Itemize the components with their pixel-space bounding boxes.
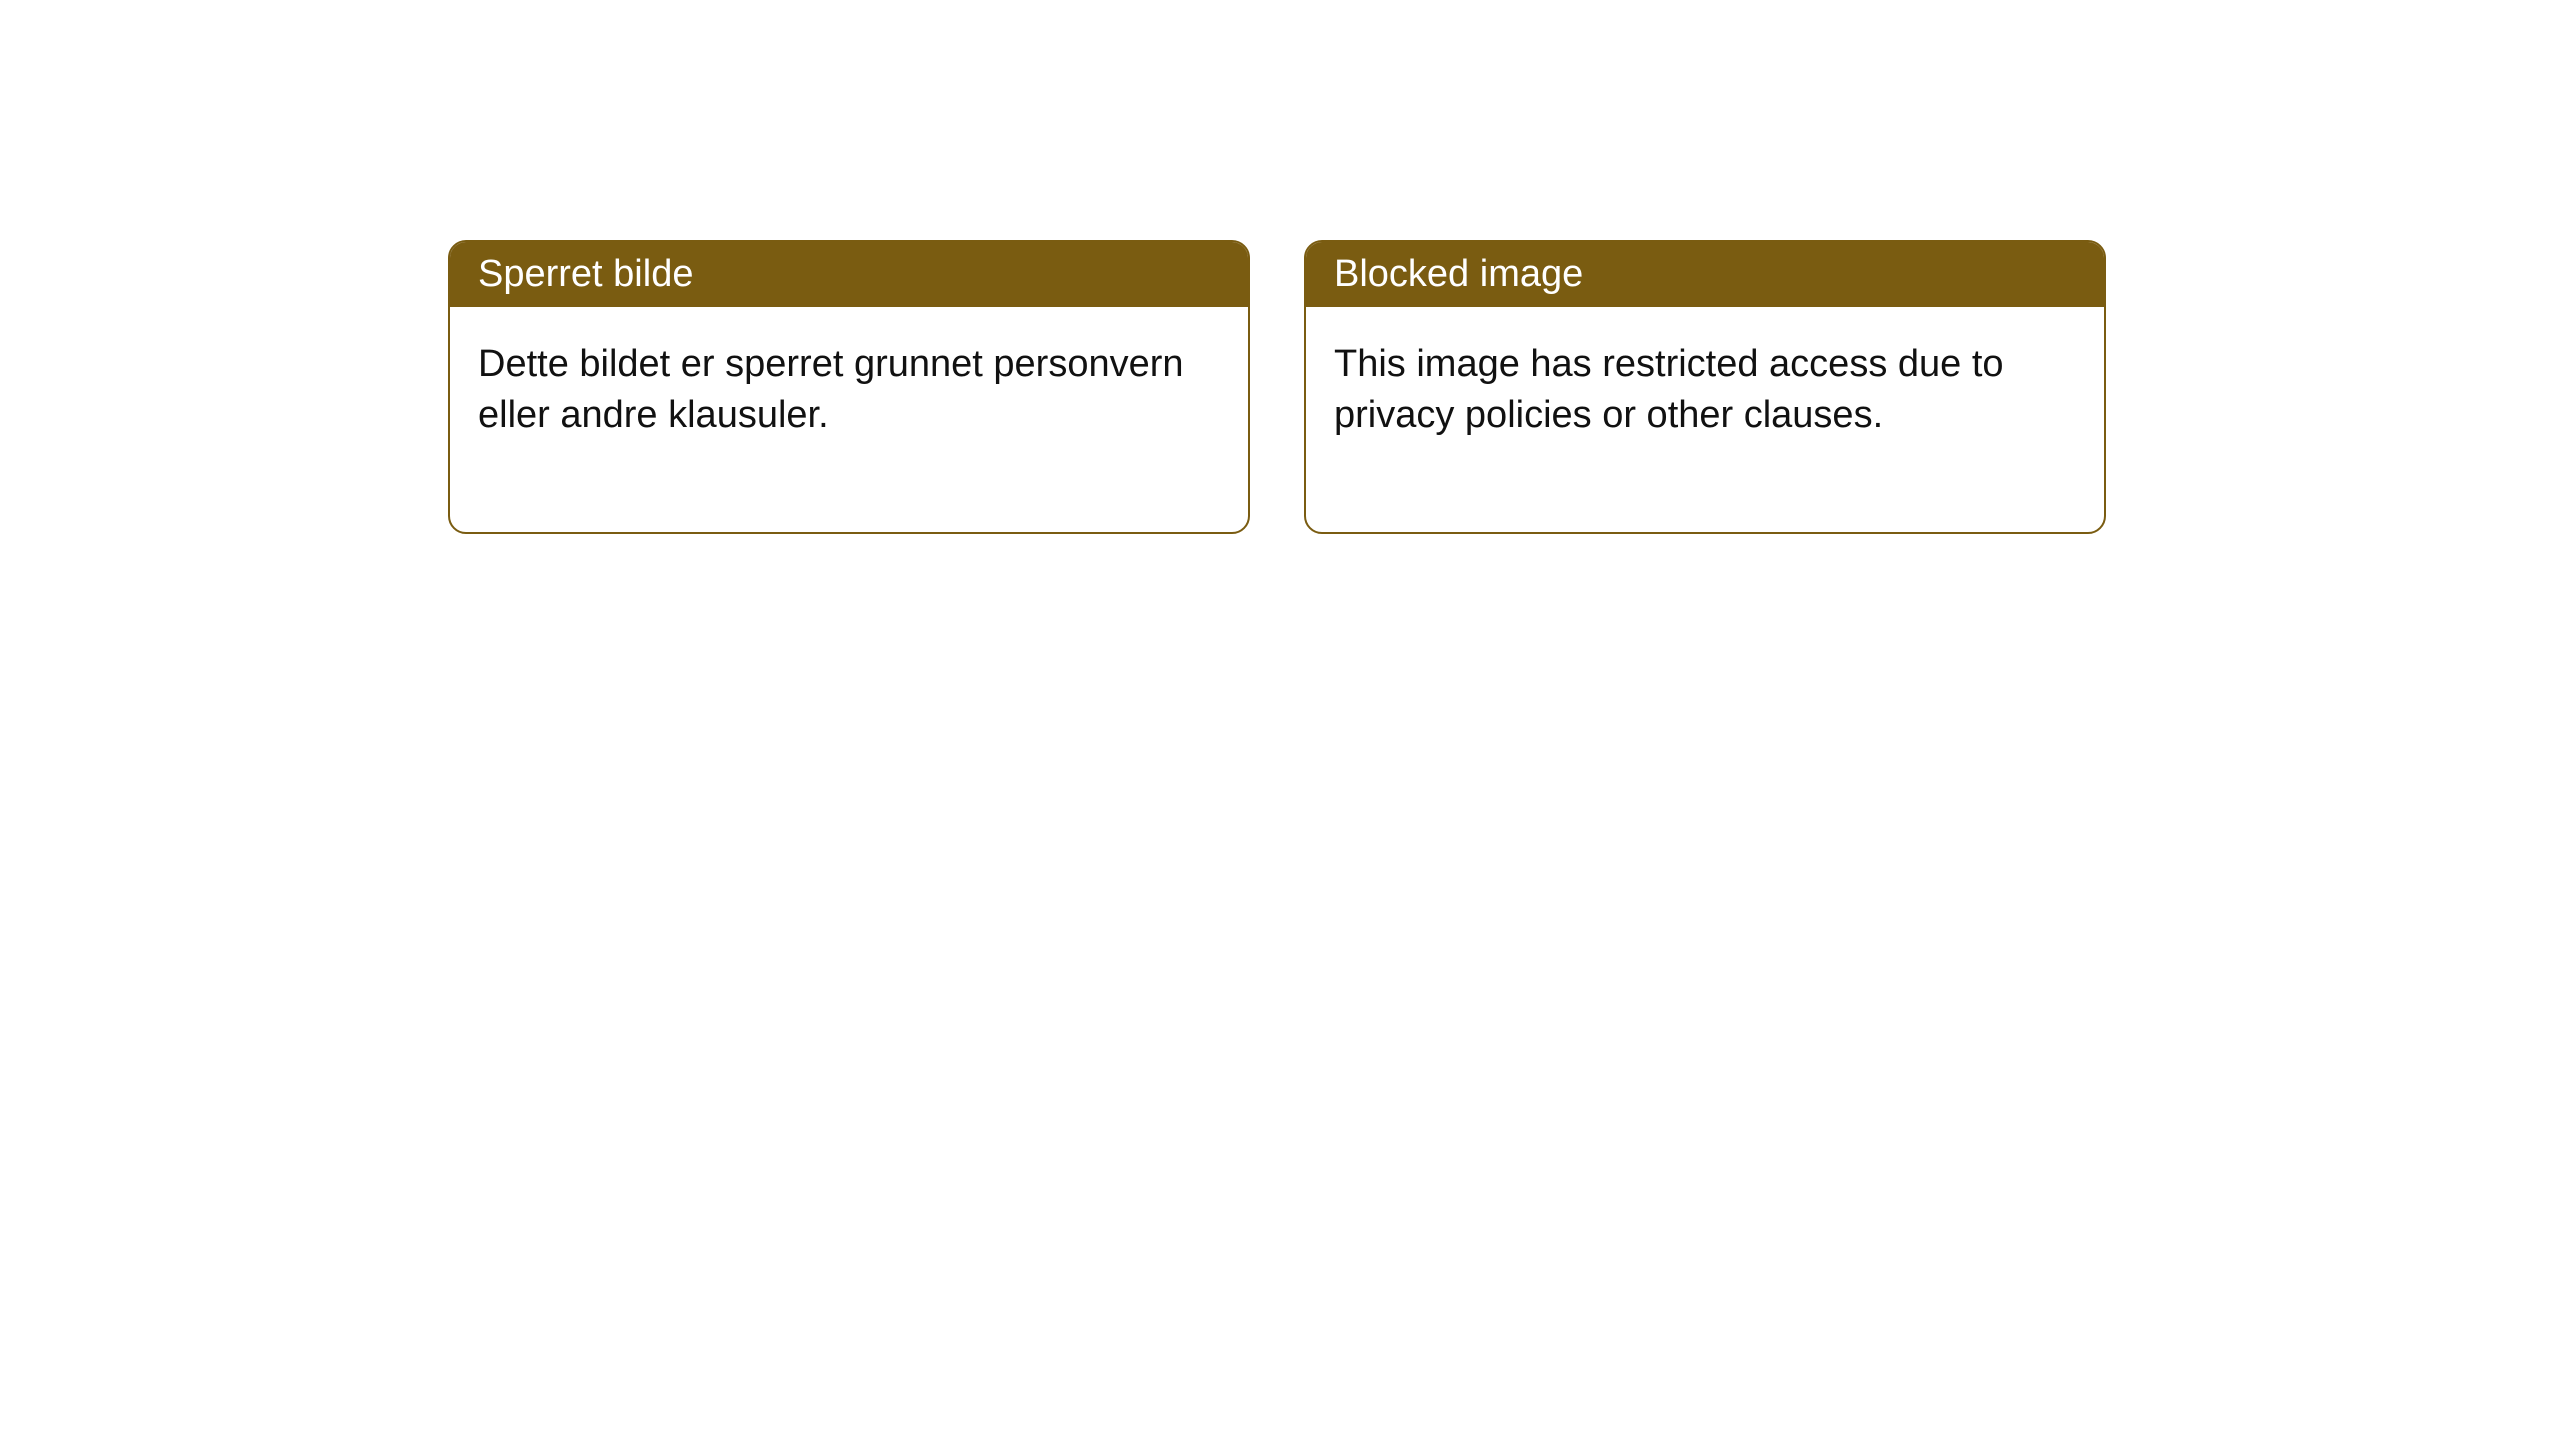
blocked-image-card-no: Sperret bilde Dette bildet er sperret gr… xyxy=(448,240,1250,534)
card-body-no: Dette bildet er sperret grunnet personve… xyxy=(450,307,1248,532)
card-container: Sperret bilde Dette bildet er sperret gr… xyxy=(448,240,2106,534)
card-header-en: Blocked image xyxy=(1306,242,2104,307)
card-body-en: This image has restricted access due to … xyxy=(1306,307,2104,532)
card-header-no: Sperret bilde xyxy=(450,242,1248,307)
blocked-image-card-en: Blocked image This image has restricted … xyxy=(1304,240,2106,534)
